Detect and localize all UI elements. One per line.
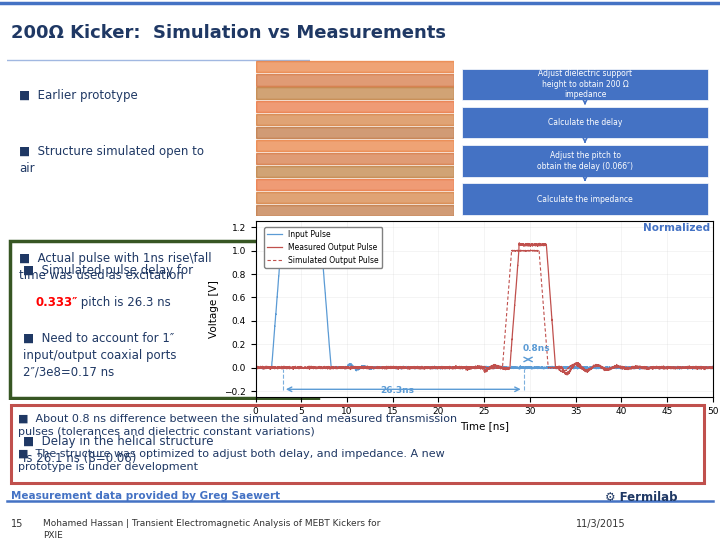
Line: Input Pulse: Input Pulse — [256, 249, 713, 371]
Simulated Output Pulse — [627, 365, 636, 372]
Input Pulse — [593, 366, 601, 372]
Bar — [256, 75, 454, 85]
Measured Output Pulse — [627, 365, 636, 372]
Text: 15: 15 — [11, 519, 23, 530]
Simulated Output Pulse — [334, 364, 343, 371]
Bar — [256, 153, 454, 164]
Legend: Input Pulse, Measured Output Pulse, Simulated Output Pulse: Input Pulse, Measured Output Pulse, Simu… — [264, 227, 382, 268]
Text: ■  Structure simulated open to
air: ■ Structure simulated open to air — [19, 145, 204, 176]
Input Pulse — [295, 246, 304, 252]
Measured Output Pulse — [515, 240, 523, 246]
Text: Mohamed Hassan | Transient Electromagnetic Analysis of MEBT Kickers for
PXIE: Mohamed Hassan | Transient Electromagnet… — [43, 519, 381, 539]
Text: 0.333″: 0.333″ — [36, 296, 78, 309]
Text: Adjust dielectric support
height to obtain 200 Ω
impedance: Adjust dielectric support height to obta… — [538, 70, 632, 99]
Text: Measurement data provided by Greg Saewert: Measurement data provided by Greg Saewer… — [11, 491, 280, 502]
Input Pulse — [526, 365, 534, 372]
Measured Output Pulse — [549, 332, 557, 339]
Input Pulse — [549, 364, 557, 370]
Measured Output Pulse — [251, 363, 260, 370]
Y-axis label: Voltage [V]: Voltage [V] — [209, 280, 219, 338]
Line: Simulated Output Pulse: Simulated Output Pulse — [256, 250, 713, 372]
Bar — [462, 69, 708, 100]
Text: Normalized: Normalized — [644, 223, 711, 233]
Text: Adjust the pitch to
obtain the delay (0.066″): Adjust the pitch to obtain the delay (0.… — [537, 151, 633, 171]
Text: 0.8ns: 0.8ns — [523, 345, 550, 353]
Text: ■  Actual pulse with 1ns rise\fall
time was used as excitation: ■ Actual pulse with 1ns rise\fall time w… — [19, 252, 212, 282]
Bar — [256, 179, 454, 190]
Simulated Output Pulse — [251, 364, 260, 370]
Text: Calculate the impedance: Calculate the impedance — [537, 194, 633, 204]
Text: ■  The structure was optimized to adjust both delay, and impedance. A new
protot: ■ The structure was optimized to adjust … — [18, 449, 444, 472]
Measured Output Pulse — [526, 241, 534, 247]
Bar — [256, 126, 454, 138]
X-axis label: Time [ns]: Time [ns] — [459, 421, 509, 431]
Input Pulse — [334, 363, 343, 370]
Text: ■  Earlier prototype: ■ Earlier prototype — [19, 89, 138, 102]
Text: 200Ω Kicker:  Simulation vs Measurements: 200Ω Kicker: Simulation vs Measurements — [11, 24, 446, 42]
Input Pulse — [251, 364, 260, 370]
Bar — [256, 100, 454, 112]
Text: 26.3ns: 26.3ns — [380, 387, 414, 395]
Bar — [256, 113, 454, 125]
Input Pulse — [708, 365, 717, 372]
Text: 11/3/2015: 11/3/2015 — [576, 519, 626, 530]
Bar — [256, 140, 454, 151]
Text: ⚙ Fermilab: ⚙ Fermilab — [605, 491, 678, 504]
Bar — [462, 184, 708, 215]
Text: ■  About 0.8 ns difference between the simulated and measured transmission
pulse: ■ About 0.8 ns difference between the si… — [18, 414, 457, 437]
Measured Output Pulse — [334, 364, 343, 370]
Text: ■  Delay in the helical structure
is 26.1 ns (β=0.06): ■ Delay in the helical structure is 26.1… — [23, 435, 214, 465]
Simulated Output Pulse — [549, 364, 557, 370]
Simulated Output Pulse — [559, 369, 567, 375]
Simulated Output Pulse — [526, 247, 534, 254]
Input Pulse — [627, 363, 636, 370]
Simulated Output Pulse — [708, 364, 717, 371]
Text: ■  Simulated pulse delay for: ■ Simulated pulse delay for — [23, 264, 193, 276]
Line: Measured Output Pulse: Measured Output Pulse — [256, 243, 713, 375]
Measured Output Pulse — [563, 372, 572, 378]
Text: Calculate the delay: Calculate the delay — [548, 118, 622, 127]
Bar — [256, 87, 454, 98]
Bar — [256, 192, 454, 203]
Measured Output Pulse — [708, 364, 717, 370]
Simulated Output Pulse — [426, 364, 435, 371]
Measured Output Pulse — [593, 363, 601, 369]
Input Pulse — [352, 368, 361, 374]
Bar — [462, 145, 708, 177]
Simulated Output Pulse — [533, 247, 541, 253]
Bar — [256, 205, 454, 216]
Bar — [256, 62, 454, 72]
Simulated Output Pulse — [593, 363, 601, 369]
Bar — [256, 166, 454, 177]
Measured Output Pulse — [426, 364, 435, 371]
Text: pitch is 26.3 ns: pitch is 26.3 ns — [77, 296, 171, 309]
Text: ■  Need to account for 1″
input/output coaxial ports
2″/3e8=0.17 ns: ■ Need to account for 1″ input/output co… — [23, 332, 176, 379]
Input Pulse — [426, 364, 435, 370]
Bar — [462, 107, 708, 138]
